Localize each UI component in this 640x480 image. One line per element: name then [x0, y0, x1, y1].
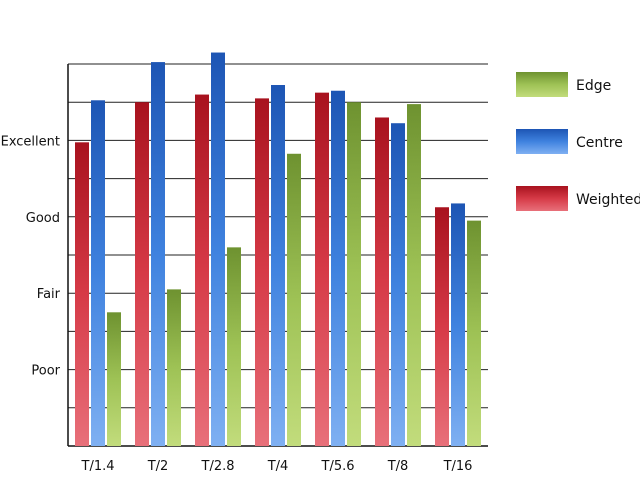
x-tick-label: T/16	[443, 459, 473, 474]
bars	[75, 52, 481, 447]
legend-label-weighted: Weighted	[576, 192, 640, 208]
legend-label-edge: Edge	[576, 78, 611, 94]
legend: Edge Centre Weighted	[516, 72, 640, 211]
y-tick-labels: Poor Fair Good Excellent	[1, 134, 61, 378]
legend-swatch-edge	[516, 72, 568, 97]
x-tick-label: T/1.4	[81, 459, 115, 474]
bar-edge-t-8	[407, 104, 421, 447]
bar-weighted-t-8	[375, 117, 389, 446]
bar-centre-t-4	[271, 85, 285, 446]
bar-edge-t-4	[287, 153, 301, 446]
x-tick-labels: T/1.4 T/2 T/2.8 T/4 T/5.6 T/8 T/16	[81, 459, 473, 474]
bar-centre-t-2	[151, 62, 165, 447]
bar-centre-t-2-8	[211, 52, 225, 446]
bar-weighted-t-2-8	[195, 94, 209, 446]
x-tick-label: T/2	[147, 459, 169, 474]
bar-edge-t-2	[167, 289, 181, 446]
x-tick-label: T/5.6	[321, 459, 355, 474]
bar-weighted-t-5-6	[315, 92, 329, 447]
y-tick-label: Excellent	[1, 134, 60, 149]
legend-swatch-centre	[516, 129, 568, 154]
bar-weighted-t-1-4	[75, 142, 89, 446]
bar-centre-t-1-4	[91, 100, 105, 446]
y-tick-label: Good	[26, 211, 60, 226]
bar-centre-t-16	[451, 203, 465, 446]
bar-centre-t-5-6	[331, 90, 345, 447]
bar-weighted-t-4	[255, 98, 269, 446]
bar-edge-t-16	[467, 220, 481, 446]
x-tick-label: T/8	[387, 459, 409, 474]
x-tick-label: T/2.8	[201, 459, 235, 474]
bar-edge-t-2-8	[227, 247, 241, 446]
bar-weighted-t-2	[135, 102, 149, 446]
bar-edge-t-5-6	[347, 102, 361, 446]
bar-weighted-t-16	[435, 207, 449, 446]
bar-centre-t-8	[391, 123, 405, 447]
y-tick-label: Fair	[37, 287, 61, 302]
y-tick-label: Poor	[31, 364, 60, 379]
legend-label-centre: Centre	[576, 135, 623, 151]
x-tick-label: T/4	[267, 459, 289, 474]
legend-swatch-weighted	[516, 186, 568, 211]
bar-edge-t-1-4	[107, 312, 121, 446]
